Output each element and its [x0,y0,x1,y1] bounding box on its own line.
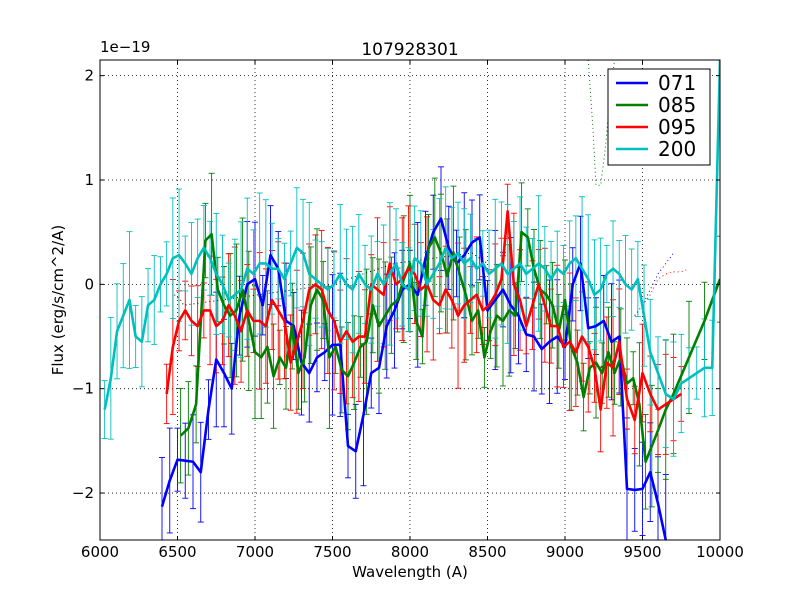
y-tick-label: 2 [84,67,94,85]
x-tick-label: 6000 [81,543,119,561]
series-line-095 [165,210,682,422]
y-tick-label: 1 [84,171,94,189]
series-line-085 [179,230,720,464]
y-offset-label: 1e−19 [100,38,150,56]
x-tick-label: 6500 [158,543,196,561]
series-line-200 [103,60,720,410]
tick-layer: 6000 6500 7000 7500 8000 8500 9000 9500 10000 −2 −… [72,60,744,561]
series-layer [103,60,720,540]
errorbar-layer [101,166,720,540]
chart-title: 107928301 [361,40,458,60]
x-tick-label: 9500 [623,543,661,561]
dotted-trace-red-dotted [642,268,690,306]
x-tick-label: 10000 [696,543,744,561]
legend-label-095: 095 [658,115,696,139]
x-tick-label: 8500 [468,543,506,561]
y-axis-label: Flux (erg/s/cm^2/A) [49,225,67,376]
y-tick-label: −2 [72,484,94,502]
y-tick-label: −1 [72,380,94,398]
legend-label-071: 071 [658,71,696,95]
x-tick-label: 7000 [236,543,274,561]
x-tick-label: 9000 [546,543,584,561]
x-tick-label: 8000 [391,543,429,561]
x-tick-label: 7500 [313,543,351,561]
legend-label-200: 200 [658,137,696,161]
x-axis-label: Wavelength (A) [352,563,468,581]
y-tick-label: 0 [84,275,94,293]
legend-label-085: 085 [658,93,696,117]
